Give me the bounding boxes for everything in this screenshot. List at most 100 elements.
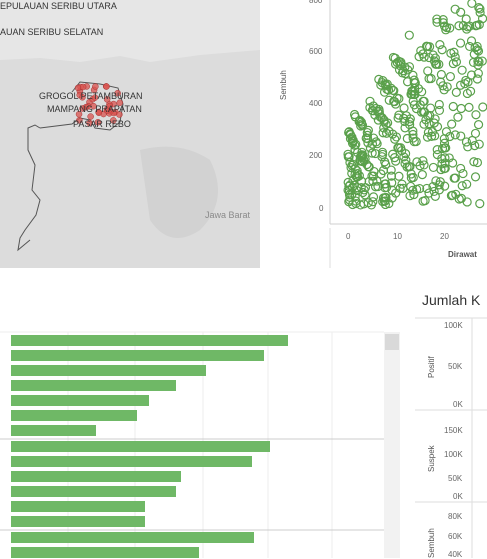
bar[interactable] xyxy=(11,516,145,527)
bar[interactable] xyxy=(11,547,199,558)
bar-gridlines xyxy=(0,331,400,558)
scatter-point xyxy=(408,126,418,136)
bar[interactable] xyxy=(11,350,264,361)
bar[interactable] xyxy=(11,395,149,406)
scatter-point xyxy=(365,102,375,113)
scatter-point xyxy=(471,110,481,120)
bar[interactable] xyxy=(11,441,270,452)
scatter-point xyxy=(356,121,366,131)
scatter-point xyxy=(458,20,468,31)
scatter-point xyxy=(404,30,414,40)
right-chart-panel[interactable]: Jumlah K 100K 50K 0K Positif 150K 100K 5… xyxy=(415,290,487,559)
scatter-point xyxy=(468,57,479,68)
bar[interactable] xyxy=(11,365,206,376)
scatter-point xyxy=(372,139,382,149)
scatter-point xyxy=(389,96,399,106)
positif-label: Positif xyxy=(427,356,436,378)
suspek-tick-50k: 50K xyxy=(448,474,463,483)
scatter-point xyxy=(457,65,467,75)
map-point xyxy=(110,117,117,124)
scatter-point xyxy=(394,143,404,153)
scatter-point xyxy=(390,153,400,163)
scatter-point xyxy=(457,181,467,191)
map-point xyxy=(106,102,113,110)
scatter-point xyxy=(456,163,466,174)
scatter-point xyxy=(405,191,415,201)
scatter-point xyxy=(369,166,379,177)
map-point xyxy=(87,113,94,120)
map-label-mampang: MAMPANG PRAPATAN xyxy=(47,104,142,114)
bar[interactable] xyxy=(11,471,181,482)
map-label-jawa-barat: Jawa Barat xyxy=(205,210,251,220)
scatter-point xyxy=(442,82,452,92)
scatter-point xyxy=(381,179,391,189)
scatter-point xyxy=(359,185,369,195)
scatter-point xyxy=(455,80,466,90)
scatter-point xyxy=(428,162,438,173)
scatter-point xyxy=(434,59,444,69)
bar[interactable] xyxy=(11,501,145,512)
sembuh-tick-80k: 80K xyxy=(448,512,463,521)
scatter-point xyxy=(367,139,378,149)
bar[interactable] xyxy=(11,425,96,436)
bar[interactable] xyxy=(11,380,176,391)
map-point xyxy=(79,93,86,101)
bar[interactable] xyxy=(11,532,254,543)
y-tick-400: 400 xyxy=(309,99,323,108)
map-point-layer[interactable] xyxy=(0,0,260,268)
y-tick-200: 200 xyxy=(309,151,323,160)
scatter-point xyxy=(352,147,363,158)
scatter-point xyxy=(382,79,392,89)
scatter-point xyxy=(392,93,402,103)
x-tick-0: 0 xyxy=(346,232,351,241)
sembuh-tick-60k: 60K xyxy=(448,532,463,541)
scatter-point xyxy=(345,157,355,168)
map-point xyxy=(95,109,103,117)
bar-chart-panel[interactable] xyxy=(0,290,400,558)
bar[interactable] xyxy=(11,335,288,346)
scatter-point xyxy=(367,148,377,158)
scatter-point xyxy=(346,163,356,173)
scatter-point xyxy=(432,145,442,155)
scatter-point xyxy=(435,40,445,50)
scatter-point xyxy=(450,130,460,140)
scatter-point xyxy=(397,146,407,156)
scatter-point xyxy=(370,182,381,192)
scatter-point xyxy=(467,0,477,8)
scatter-point xyxy=(402,133,412,144)
suspek-tick-150k: 150K xyxy=(444,426,463,435)
map-label-grogol: GROGOL PETAMBURAN xyxy=(39,91,143,101)
scatter-point xyxy=(381,128,392,138)
scatter-point xyxy=(473,120,484,130)
scatter-point xyxy=(470,140,480,151)
scatter-plot-area[interactable] xyxy=(262,0,487,268)
scatter-point xyxy=(449,47,459,57)
scatter-point xyxy=(475,198,485,209)
bar[interactable] xyxy=(11,410,137,421)
scatter-point xyxy=(408,172,418,183)
bar[interactable] xyxy=(11,456,252,467)
scatter-point xyxy=(379,87,390,97)
positif-tick-50k: 50K xyxy=(448,362,463,371)
x-tick-20: 20 xyxy=(440,232,449,241)
scatter-point xyxy=(344,181,354,191)
y-tick-600: 600 xyxy=(309,47,323,56)
scatter-point xyxy=(397,179,407,189)
bar[interactable] xyxy=(11,486,176,497)
scatter-point xyxy=(376,80,386,90)
scatter-point xyxy=(412,157,422,167)
scatter-point xyxy=(475,4,485,14)
right-chart-frame xyxy=(415,317,487,558)
scatter-point xyxy=(378,128,388,138)
scatter-point xyxy=(442,22,452,33)
y-tick-800: 800 xyxy=(309,0,323,5)
scatter-point xyxy=(461,137,472,147)
scatter-point xyxy=(426,73,436,84)
scatter-point xyxy=(422,183,432,194)
scatter-point xyxy=(364,162,374,172)
scatter-point xyxy=(405,114,415,124)
map-panel[interactable]: EPULAUAN SERIBU UTARA AUAN SERIBU SELATA… xyxy=(0,0,260,268)
scatter-plot[interactable]: 800 600 400 200 0 0 10 20 Sembuh Dirawat xyxy=(262,0,487,268)
scatter-point xyxy=(409,189,419,200)
positif-tick-0k: 0K xyxy=(453,400,463,409)
